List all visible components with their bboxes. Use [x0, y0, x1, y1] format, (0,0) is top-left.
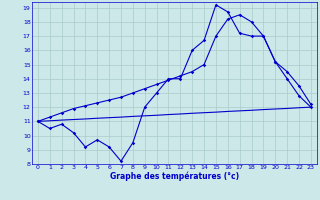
X-axis label: Graphe des températures (°c): Graphe des températures (°c) [110, 172, 239, 181]
